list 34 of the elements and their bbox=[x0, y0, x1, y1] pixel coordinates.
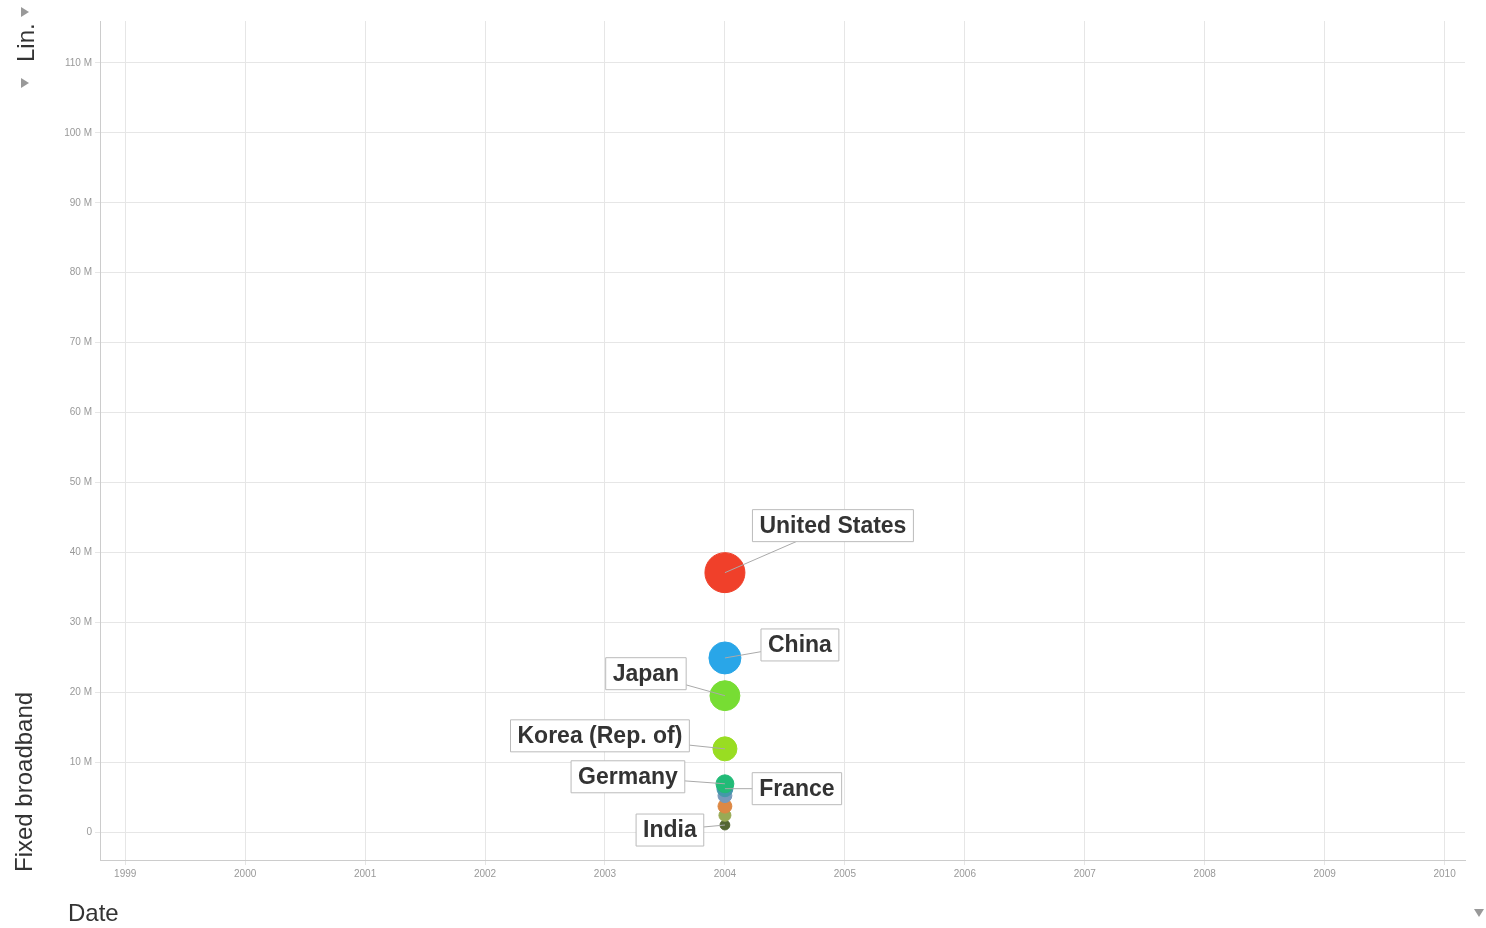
y-tick-label: 50 M bbox=[69, 476, 92, 488]
y-axis-title: Fixed broadband bbox=[10, 691, 38, 872]
text: Lin. bbox=[12, 23, 40, 62]
y-tick-label: 20 M bbox=[69, 685, 92, 697]
x-tick-label: 2005 bbox=[833, 867, 857, 879]
x-tick-label: 2004 bbox=[713, 867, 737, 879]
series-label: Japan bbox=[612, 660, 680, 687]
x-axis-title: Date bbox=[68, 899, 119, 927]
x-tick-label: 2003 bbox=[593, 867, 617, 879]
y-tick-label: 80 M bbox=[69, 266, 92, 278]
x-tick-label: 2000 bbox=[234, 867, 257, 879]
y-tick-label: 110 M bbox=[64, 56, 92, 68]
y-tick-label: 0 bbox=[86, 825, 93, 837]
x-tick-label: 2002 bbox=[473, 867, 497, 879]
y-tick-label: 60 M bbox=[69, 406, 92, 418]
series-label: France bbox=[759, 775, 835, 802]
x-tick-label: 2010 bbox=[1433, 867, 1457, 879]
series-label: United States bbox=[759, 511, 907, 538]
x-tick-label: 2006 bbox=[953, 867, 977, 879]
y-tick-label: 70 M bbox=[69, 336, 92, 348]
series-label: Korea (Rep. of) bbox=[517, 722, 683, 749]
x-tick-label: 1999 bbox=[114, 867, 137, 879]
series-label: Germany bbox=[578, 763, 678, 790]
series-label: India bbox=[643, 816, 697, 843]
x-tick-label: 2007 bbox=[1073, 867, 1097, 879]
y-tick-label: 90 M bbox=[69, 196, 92, 208]
series-label: China bbox=[767, 631, 833, 658]
y-tick-label: 10 M bbox=[69, 755, 92, 767]
x-tick-label: 2009 bbox=[1313, 867, 1337, 879]
y-tick-label: 40 M bbox=[69, 546, 92, 558]
x-tick-label: 2001 bbox=[353, 867, 377, 879]
y-tick-label: 30 M bbox=[69, 616, 92, 628]
x-tick-label: 2008 bbox=[1193, 867, 1217, 879]
y-tick-label: 100 M bbox=[64, 126, 92, 138]
